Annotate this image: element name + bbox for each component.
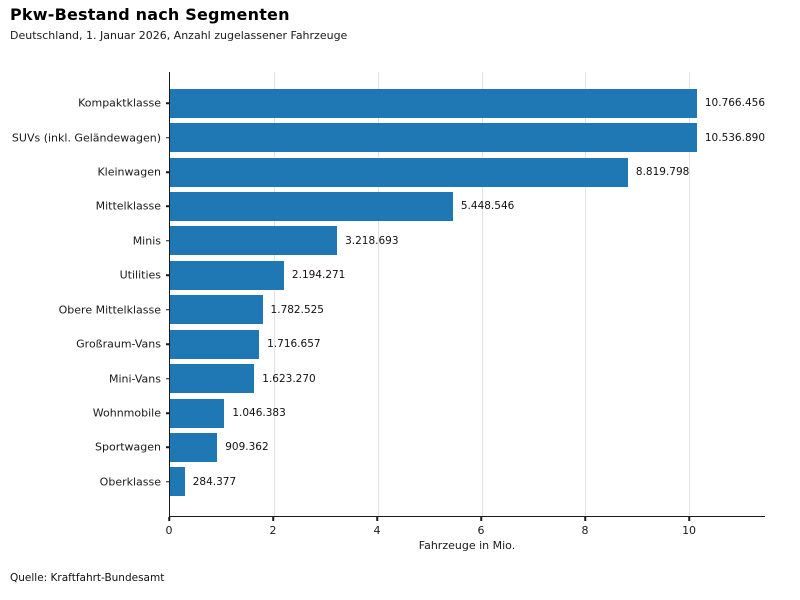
bar-value-label: 8.819.798 — [635, 166, 690, 179]
y-tick-mark — [166, 102, 170, 104]
category-label: Oberklasse — [99, 475, 161, 489]
bar-value-label: 1.623.270 — [262, 372, 316, 385]
category-label: Utilities — [119, 268, 161, 282]
bar — [170, 329, 260, 359]
category-label: Kleinwagen — [97, 165, 161, 179]
bar-value-label: 10.766.456 — [704, 97, 765, 110]
y-tick-mark — [166, 446, 170, 449]
x-tick-mark — [480, 517, 482, 521]
bar — [170, 260, 284, 290]
y-tick-mark — [166, 412, 170, 414]
gridline-x-4 — [377, 72, 379, 516]
bar-row: Großraum-Vans 1.716.657 — [76, 327, 765, 361]
source-note: Quelle: Kraftfahrt-Bundesamt — [10, 572, 165, 584]
x-tick-mark — [376, 517, 378, 521]
y-tick-mark — [166, 205, 170, 208]
category-label: Minis — [132, 234, 161, 248]
category-label: Obere Mittelklasse — [58, 303, 161, 317]
category-label: SUVs (inkl. Geländewagen) — [11, 131, 161, 145]
bar-value-label: 3.218.693 — [345, 234, 399, 247]
bar-row: Sportwagen 909.362 — [95, 430, 765, 464]
bar — [170, 123, 697, 153]
x-tick-label: 6 — [477, 524, 485, 537]
y-tick-mark — [166, 240, 170, 242]
category-label: Sportwagen — [95, 440, 161, 454]
category-label: Mini-Vans — [108, 372, 161, 386]
bar-row: Mittelklasse 5.448.546 — [96, 189, 765, 223]
bar-value-label: 284.377 — [192, 475, 237, 488]
bar — [170, 88, 697, 118]
y-tick-mark — [166, 136, 170, 139]
y-tick-mark — [166, 377, 170, 380]
x-tick-mark — [168, 517, 170, 521]
plot-area: Kompaktklasse 10.766.456 SUVs (inkl. Gelän… — [12, 72, 765, 517]
x-tick-label: 4 — [373, 524, 381, 537]
bar-value-label: 2.194.271 — [291, 269, 346, 282]
bar — [170, 432, 218, 462]
bar-row: Wohnmobile 1.046.383 — [93, 396, 765, 430]
y-tick-mark — [166, 171, 170, 173]
bar-value-label: 1.046.383 — [232, 407, 286, 419]
bar-value-label: 909.362 — [225, 441, 269, 454]
x-axis: 0 2 4 6 8 10 — [165, 517, 765, 541]
category-label: Mittelklasse — [95, 199, 161, 213]
bar-row: Kleinwagen 8.819.798 — [97, 155, 765, 189]
bar — [170, 157, 628, 187]
bar-value-label: 1.782.525 — [270, 303, 324, 316]
category-label: Kompaktklasse — [78, 96, 161, 110]
chart-subtitle: Deutschland, 1. Januar 2026, Anzahl zuge… — [10, 29, 348, 42]
bar — [170, 364, 255, 394]
x-tick-label: 0 — [165, 524, 173, 537]
category-label: Großraum-Vans — [76, 337, 161, 351]
gridline-x-6 — [481, 72, 483, 516]
bar — [170, 398, 225, 428]
x-tick-mark — [584, 517, 586, 521]
bar-row: SUVs (inkl. Geländewagen) 10.536.890 — [12, 120, 765, 154]
bar-row: Oberklasse 284.377 — [100, 465, 765, 499]
x-tick-mark — [688, 517, 690, 521]
y-tick-mark — [166, 274, 170, 277]
bar-row: Kompaktklasse 10.766.456 — [78, 86, 765, 120]
bar — [170, 295, 263, 325]
bar-rows: Kompaktklasse 10.766.456 SUVs (inkl. Gelän… — [12, 86, 765, 499]
bar — [170, 191, 453, 221]
bar — [170, 226, 338, 256]
bar-row: Utilities 2.194.271 — [120, 258, 765, 292]
x-tick-label: 2 — [269, 524, 277, 537]
bar-row: Mini-Vans 1.623.270 — [109, 361, 765, 395]
bar-row: Obere Mittelklasse 1.782.525 — [59, 293, 765, 327]
bar-value-label: 1.716.657 — [267, 338, 321, 351]
x-axis-label: Fahrzeuge in Mio. — [418, 539, 516, 552]
gridline-x-10 — [689, 72, 691, 516]
bar-row: Minis 3.218.693 — [133, 224, 765, 258]
bar-value-label: 10.536.890 — [704, 131, 765, 144]
y-tick-mark — [166, 308, 170, 311]
x-tick-label: 8 — [581, 524, 589, 537]
category-label: Wohnmobile — [92, 406, 161, 420]
bar-value-label: 5.448.546 — [460, 200, 515, 213]
gridline-x-8 — [585, 72, 587, 516]
y-tick-mark — [166, 481, 170, 483]
gridline-x-2 — [273, 72, 275, 516]
y-tick-mark — [166, 343, 170, 345]
x-tick-label: 10 — [682, 524, 697, 537]
x-tick-mark — [272, 517, 274, 521]
chart-title: Pkw-Bestand nach Segmenten — [10, 5, 290, 24]
bar — [170, 467, 185, 497]
